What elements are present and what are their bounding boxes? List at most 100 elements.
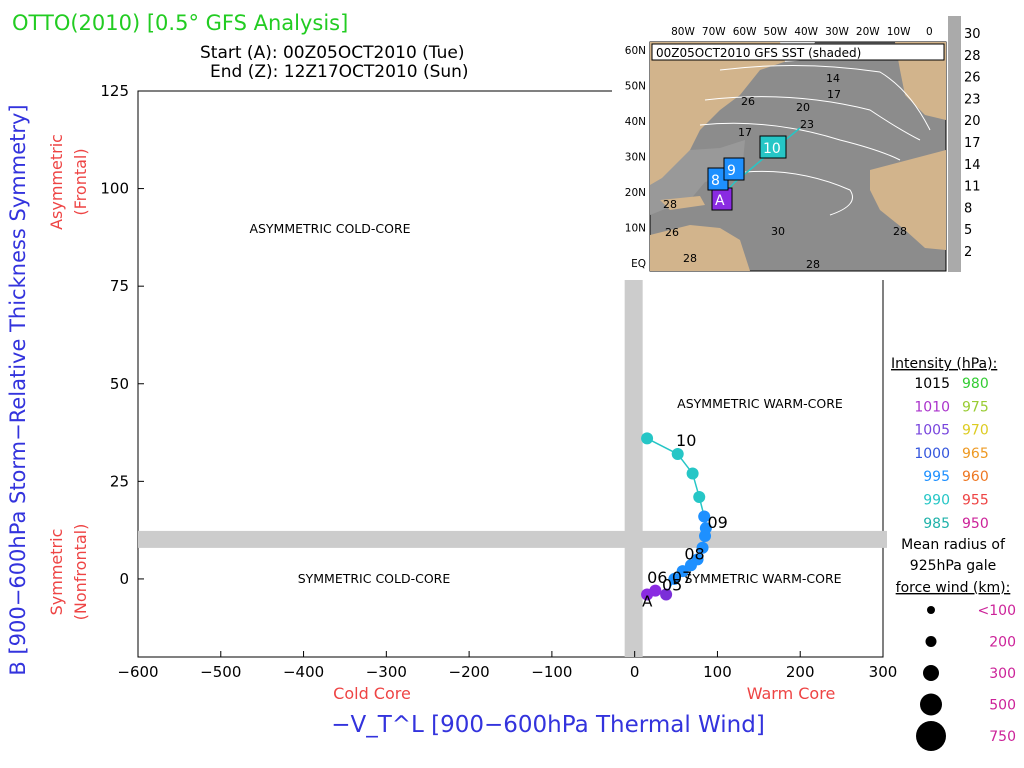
inset-track-box: [759, 135, 787, 159]
inset-lat-label: 50N: [625, 81, 646, 93]
colorbar-label: 28: [964, 49, 981, 64]
radius-legend-label: 200: [989, 635, 1016, 651]
y-axis-ticks: 0 25 50 75 100 125: [100, 82, 144, 588]
end-time: End (Z): 12Z17OCT2010 (Sun): [210, 62, 469, 82]
inset-gulf-stream-band: [650, 140, 745, 215]
y-hint-lower-2: (Nonfrontal): [71, 524, 90, 621]
radius-legend-dot: [920, 693, 942, 716]
inset-track-box-label: A: [715, 193, 725, 209]
colorbar-label: 14: [964, 158, 981, 173]
track-point: [671, 448, 684, 461]
x-tick-label: −400: [283, 663, 324, 681]
intensity-value: 965: [962, 446, 989, 462]
track-point: [693, 490, 706, 503]
inset-land-south-america: [650, 225, 750, 271]
inset-lon-label: 10W: [887, 26, 911, 38]
inset-track-box-label: 8: [711, 173, 720, 189]
inset-contour-label: 20: [796, 101, 810, 114]
radius-legend-label: <100: [978, 603, 1016, 619]
colorbar-labels: 30 28 26 23 20 17 14 11 8 5 2: [964, 27, 981, 260]
y-tick-label: 100: [100, 180, 129, 198]
track-point: [641, 432, 654, 445]
radius-legend-dot: [925, 636, 937, 647]
y-hint-upper-1: Asymmetric: [47, 134, 66, 230]
radius-legend-label: 500: [989, 698, 1016, 714]
intensity-legend-title: Intensity (hPa):: [891, 356, 997, 372]
inset-land-africa: [870, 150, 946, 250]
start-time: Start (A): 00Z05OCT2010 (Tue): [200, 43, 464, 63]
inset-lat-label: 20N: [625, 187, 646, 199]
inset-contour-label: 28: [893, 225, 907, 238]
x-tick-label: −600: [117, 663, 158, 681]
inset-track-box-label: 9: [727, 163, 736, 179]
radius-legend-dot: [927, 606, 935, 614]
y-hint-symmetric: Symmetric (Nonfrontal): [47, 524, 90, 621]
x-tick-label: 100: [703, 663, 732, 681]
inset-lat-label: 30N: [625, 152, 646, 164]
x-tick-label: −500: [200, 663, 241, 681]
track-date-label: 09: [708, 513, 728, 532]
x-tick-label: −200: [449, 663, 490, 681]
inset-lon-labels: 80W 70W 60W 50W 40W 30W 20W 10W 0: [671, 26, 933, 38]
intensity-value: 955: [962, 493, 989, 509]
inset-lat-label: 10N: [625, 223, 646, 235]
colorbar-label: 20: [964, 114, 981, 129]
inset-lon-label: 70W: [702, 26, 726, 38]
intensity-value: 985: [923, 516, 950, 532]
y-hint-asymmetric: Asymmetric (Frontal): [47, 134, 90, 230]
track-date-label: 10: [676, 431, 696, 450]
symmetry-threshold-band: [138, 530, 887, 548]
intensity-value: 1005: [914, 423, 950, 439]
inset-lon-label: 30W: [825, 26, 849, 38]
colorbar: [948, 16, 961, 272]
track-point: [699, 522, 712, 535]
x-axis-label: −V_T^L [900−600hPa Thermal Wind]: [331, 712, 765, 738]
inset-lat-label: 40N: [625, 116, 646, 128]
y-tick-label: 25: [110, 472, 129, 490]
track-date-label: 08: [684, 544, 704, 563]
inset-lon-label: 20W: [856, 26, 880, 38]
cyclone-track: A: [641, 432, 712, 611]
track-date-label: 06: [647, 568, 667, 587]
track-date-label: 07: [672, 568, 692, 587]
inset-contour-4: [744, 170, 853, 216]
radius-legend-items: <100 200 300 500 750: [916, 603, 1016, 751]
quadrant-upper-left: ASYMMETRIC COLD-CORE: [249, 221, 410, 236]
track-point: [696, 541, 709, 554]
colorbar-label: 30: [964, 27, 981, 42]
quadrant-upper-right: ASYMMETRIC WARM-CORE: [677, 396, 843, 411]
y-axis-label: B [900−600hPa Storm−Relative Thickness S…: [6, 104, 30, 675]
quadrant-lower-left: SYMMETRIC COLD-CORE: [298, 571, 451, 586]
inset-contour-label: 14: [826, 72, 840, 85]
track-point: [668, 572, 681, 585]
y-hint-lower-1: Symmetric: [47, 529, 66, 616]
x-tick-label: 300: [869, 663, 898, 681]
inset-lon-label: 80W: [671, 26, 695, 38]
track-point: [691, 553, 704, 566]
intensity-value: 950: [962, 516, 989, 532]
y-tick-label: 0: [119, 570, 129, 588]
intensity-value: 995: [923, 469, 950, 485]
intensity-value: 1000: [914, 446, 950, 462]
radius-legend-title-3: force wind (km):: [896, 580, 1011, 596]
track-date-label: 05: [662, 576, 682, 595]
quadrant-lower-right: SYMMETRIC WARM-CORE: [684, 571, 841, 586]
colorbar-label: 2: [964, 245, 972, 260]
colorbar-label: 5: [964, 223, 972, 238]
inset-lat-labels: 60N 50N 40N 30N 20N 10N EQ: [625, 45, 646, 270]
intensity-value: 960: [962, 469, 989, 485]
inset-contour-2: [704, 96, 921, 141]
inset-lat-label: EQ: [631, 258, 646, 270]
inset-contour-label: 26: [741, 95, 755, 108]
colorbar-label: 23: [964, 92, 981, 107]
colorbar-label: 17: [964, 136, 981, 151]
inset-title: 00Z05OCT2010 GFS SST (shaded): [656, 46, 861, 60]
y-hint-upper-2: (Frontal): [71, 148, 90, 215]
inset-lon-label: 50W: [764, 26, 788, 38]
x-hint-warm-core: Warm Core: [747, 684, 836, 703]
intensity-value: 975: [962, 399, 989, 415]
track-point: [686, 467, 699, 480]
inset-contour-label: 28: [663, 198, 677, 211]
